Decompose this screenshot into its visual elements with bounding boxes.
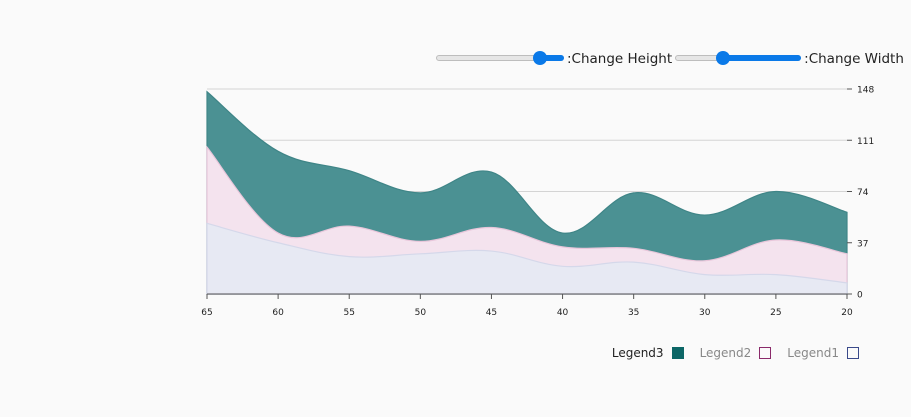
x-tick-label: 20	[841, 308, 853, 318]
width-slider-fill	[720, 55, 802, 61]
legend-label: Legend3	[611, 346, 664, 360]
x-tick-label: 40	[557, 308, 569, 318]
x-tick-label: 35	[628, 308, 639, 318]
y-tick-label: 0	[857, 291, 863, 301]
area-series	[206, 90, 848, 295]
chart-legend: Legend3 Legend2 Legend1	[596, 346, 859, 360]
x-tick-label: 25	[770, 308, 781, 318]
legend-label: Legend2	[699, 346, 752, 360]
legend-item-legend1[interactable]: Legend1	[787, 346, 859, 360]
width-slider[interactable]	[675, 48, 802, 70]
y-tick-label: 74	[857, 188, 869, 198]
x-tick-label: 50	[415, 308, 427, 318]
x-tick-label: 65	[201, 308, 212, 318]
width-slider-thumb[interactable]	[716, 51, 731, 65]
height-slider[interactable]	[436, 48, 564, 70]
height-slider-group: :Change Height	[436, 48, 675, 70]
legend-item-legend2[interactable]: Legend2	[700, 346, 772, 360]
y-tick-label: 148	[857, 86, 874, 96]
width-slider-label: :Change Width	[804, 51, 904, 67]
x-tick-label: 30	[699, 308, 711, 318]
x-tick-label: 60	[272, 308, 284, 318]
y-tick-label: 37	[857, 239, 868, 249]
x-tick-label: 45	[486, 308, 497, 318]
axes: 0 37 74 111 148 65 60 55 50 45 40 35 30 25 20	[201, 86, 874, 319]
height-slider-fill	[537, 55, 564, 61]
legend-swatch	[759, 347, 772, 359]
height-slider-label: :Change Height	[567, 51, 673, 67]
x-tick-label: 55	[343, 308, 354, 318]
y-tick-label: 111	[857, 137, 874, 147]
legend-swatch	[847, 347, 859, 359]
legend-swatch	[671, 347, 684, 359]
area-legend1	[206, 222, 848, 295]
height-slider-thumb[interactable]	[533, 51, 547, 65]
legend-label: Legend1	[787, 346, 839, 360]
width-slider-group: :Change Width	[675, 48, 907, 70]
legend-item-legend3[interactable]: Legend3	[612, 346, 684, 360]
chart-controls: :Change Height :Change Width	[436, 48, 907, 70]
